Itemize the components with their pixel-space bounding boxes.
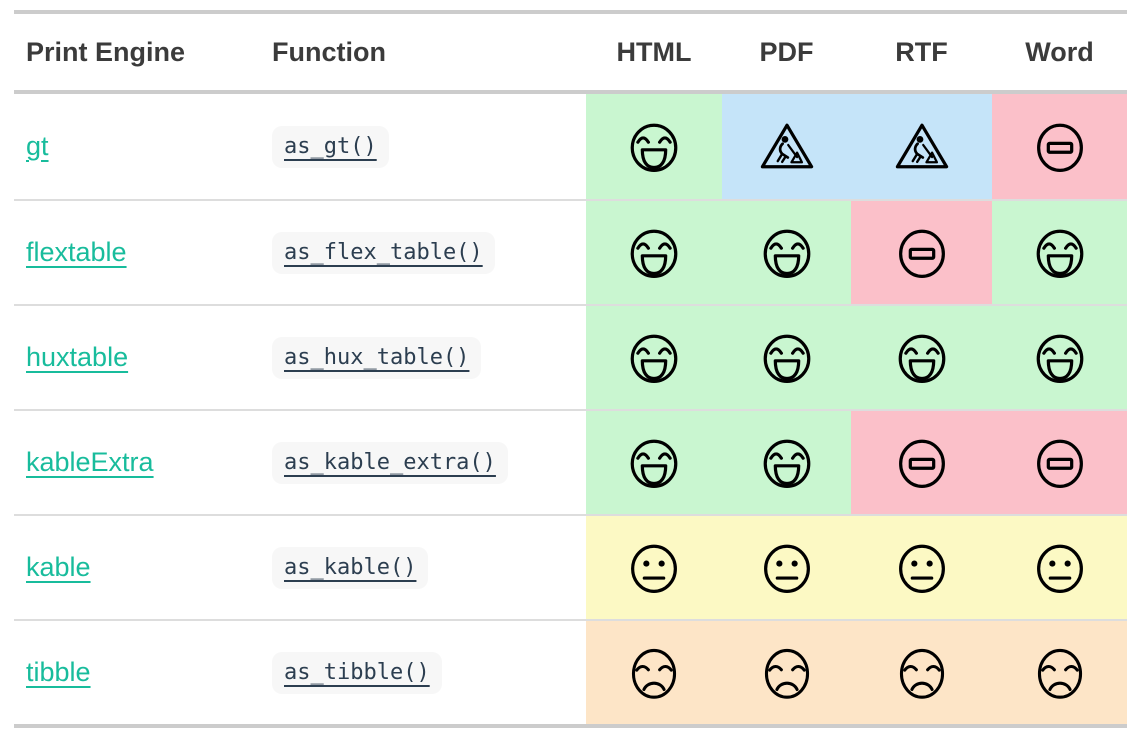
support-cell-word [992,201,1127,304]
support-cell-rtf [851,94,992,199]
table-row: gt as_gt() [14,94,1127,199]
column-header-pdf: PDF [759,36,814,67]
column-header-print-engine: Print Engine [26,36,186,67]
engine-link[interactable]: flextable [26,237,127,267]
function-link[interactable]: as_kable() [272,546,429,589]
engine-cell: huxtable [14,306,260,409]
grinning-face-icon [625,116,683,178]
column-header-function: Function [272,36,386,67]
construction-sign-icon [758,116,816,178]
table-row: kableExtra as_kable_extra() [14,409,1127,514]
engine-cell: tibble [14,621,260,724]
function-cell: as_tibble() [260,621,586,724]
no-entry-icon [1031,116,1089,178]
support-cell-pdf [722,516,851,619]
grinning-face-icon [1031,327,1089,389]
support-cell-word [992,411,1127,514]
no-entry-icon [893,222,951,284]
support-cell-word [992,621,1127,724]
support-cell-pdf [722,411,851,514]
function-cell: as_flex_table() [260,201,586,304]
table-header-row: Print Engine Function HTML PDF RTF Word [14,14,1127,94]
column-header-rtf: RTF [895,36,948,67]
support-cell-html [586,94,722,199]
grinning-face-icon [893,327,951,389]
engine-cell: gt [14,94,260,199]
support-cell-pdf [722,306,851,409]
table-row: flextable as_flex_table() [14,199,1127,304]
function-link[interactable]: as_gt() [272,125,389,168]
engine-link[interactable]: gt [26,131,49,161]
support-cell-html [586,201,722,304]
neutral-face-icon [758,537,816,599]
column-header-word: Word [1025,36,1094,67]
support-cell-html [586,516,722,619]
function-link[interactable]: as_hux_table() [272,336,482,379]
engine-cell: kableExtra [14,411,260,514]
function-cell: as_gt() [260,94,586,199]
no-entry-icon [893,432,951,494]
grinning-face-icon [758,327,816,389]
support-cell-rtf [851,411,992,514]
support-cell-word [992,306,1127,409]
construction-sign-icon [893,116,951,178]
support-cell-word [992,94,1127,199]
grinning-face-icon [625,432,683,494]
support-cell-word [992,516,1127,619]
table-row: kable as_kable() [14,514,1127,619]
support-cell-rtf [851,621,992,724]
function-link[interactable]: as_kable_extra() [272,441,508,484]
engine-cell: kable [14,516,260,619]
grinning-face-icon [758,432,816,494]
engine-link[interactable]: kable [26,552,91,582]
support-cell-rtf [851,306,992,409]
support-cell-rtf [851,201,992,304]
grinning-face-icon [625,222,683,284]
support-cell-html [586,621,722,724]
grinning-face-icon [1031,222,1089,284]
support-cell-pdf [722,621,851,724]
grinning-face-icon [625,327,683,389]
table-body: gt as_gt() flextable as_flex_table()huxtabl… [14,94,1127,724]
support-cell-rtf [851,516,992,619]
sad-face-icon [893,642,951,704]
function-link[interactable]: as_tibble() [272,651,442,694]
function-link[interactable]: as_flex_table() [272,231,495,274]
grinning-face-icon [758,222,816,284]
sad-face-icon [625,642,683,704]
function-cell: as_hux_table() [260,306,586,409]
table-row: tibble as_tibble() [14,619,1127,724]
no-entry-icon [1031,432,1089,494]
support-cell-html [586,306,722,409]
function-cell: as_kable() [260,516,586,619]
function-cell: as_kable_extra() [260,411,586,514]
support-cell-pdf [722,94,851,199]
neutral-face-icon [1031,537,1089,599]
engine-link[interactable]: huxtable [26,342,129,372]
engine-cell: flextable [14,201,260,304]
column-header-html: HTML [616,36,692,67]
support-cell-html [586,411,722,514]
table-row: huxtable as_hux_table() [14,304,1127,409]
neutral-face-icon [893,537,951,599]
sad-face-icon [1031,642,1089,704]
support-cell-pdf [722,201,851,304]
engine-link[interactable]: tibble [26,657,91,687]
print-engine-support-table: Print Engine Function HTML PDF RTF Word … [14,10,1127,728]
neutral-face-icon [625,537,683,599]
sad-face-icon [758,642,816,704]
engine-link[interactable]: kableExtra [26,447,154,477]
